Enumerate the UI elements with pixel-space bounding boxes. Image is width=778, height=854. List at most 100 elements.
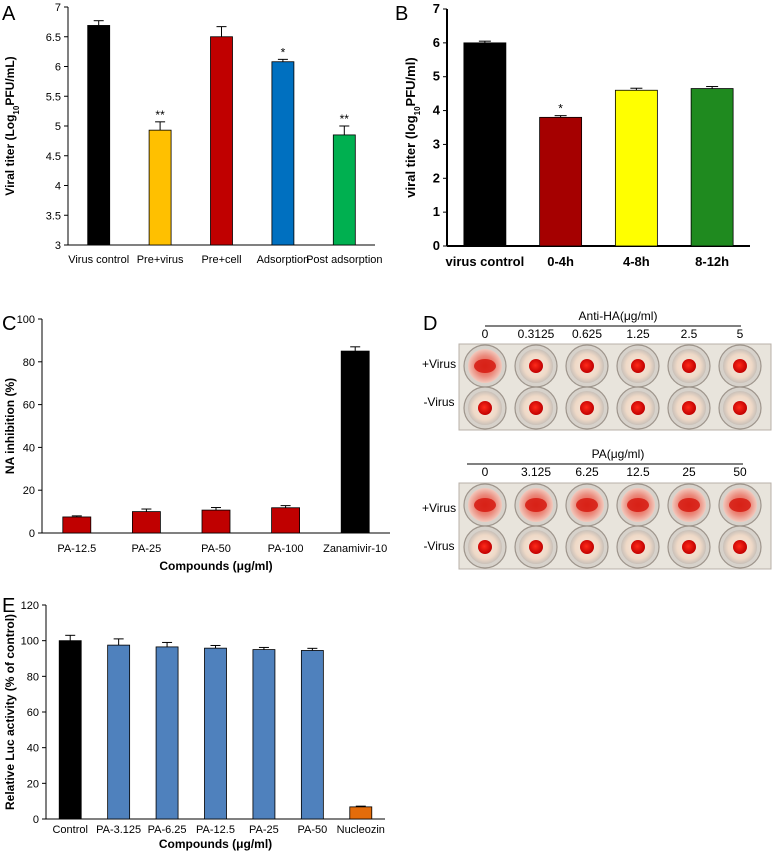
chart-a-x-tick-label: Adsorption — [257, 254, 310, 266]
chart-a-y-tick-label: 4.5 — [46, 151, 61, 163]
chart-e-y-tick-label: 120 — [21, 600, 39, 612]
chart-a-bar — [210, 36, 233, 246]
anti-ha-concentration-label: 0 — [482, 327, 489, 341]
chart-c-x-tick-label: PA-50 — [201, 543, 231, 555]
anti-ha-rbc-button — [580, 401, 594, 415]
chart-e-y-tick-label: 60 — [27, 707, 39, 719]
chart-a-y-tick-label: 7 — [55, 2, 61, 14]
anti-ha-plate — [458, 343, 772, 431]
chart-c-bar — [271, 507, 301, 534]
pa-rbc-button — [631, 540, 645, 554]
chart-c-na-inhibition: 0 20 40 60 80 100 NA inhibition (%) PA-12.5 PA-2… — [3, 314, 390, 573]
anti-ha-concentration-label: 2.5 — [681, 327, 698, 341]
pa-concentration-label: 0 — [482, 465, 489, 479]
chart-a-bar — [148, 129, 172, 246]
anti-ha-concentration-label: 0.625 — [572, 327, 602, 341]
chart-a-significance: * — [281, 45, 286, 59]
pa-concentration-label: 50 — [733, 465, 747, 479]
chart-e-y-tick-label: 100 — [21, 636, 39, 648]
pa-rbc-lattice — [627, 498, 649, 512]
pa-concentration-label: 25 — [682, 465, 696, 479]
anti-ha-rbc-button — [478, 401, 492, 415]
chart-e-y-tick-label: 40 — [27, 743, 39, 755]
chart-c-bar — [201, 509, 231, 534]
chart-c-y-tick-label: 40 — [23, 442, 35, 454]
anti-ha-row-plus-virus: +Virus — [422, 357, 456, 371]
chart-b-y-tick-label: 1 — [433, 204, 440, 219]
anti-ha-concentration-label: 0.3125 — [518, 327, 555, 341]
chart-e-x-tick-label: PA-25 — [249, 824, 279, 836]
anti-ha-rbc-button — [682, 359, 696, 373]
pa-plate — [458, 482, 772, 570]
pa-row-minus-virus: -Virus — [423, 539, 454, 553]
anti-ha-rbc-button — [529, 359, 543, 373]
chart-c-bar — [131, 511, 161, 534]
chart-b-bar — [463, 42, 507, 247]
chart-e-y-axis-label: Relative Luc activity (% of control) — [3, 614, 17, 810]
chart-c-bar — [62, 516, 92, 534]
chart-b-y-tick-label: 2 — [433, 170, 440, 185]
anti-ha-rbc-lattice — [474, 359, 496, 373]
chart-a-antiviral-stage: 3 3.5 4 4.5 5 5.5 6 6.5 7 Viral titer (Log10PFU/m… — [3, 2, 383, 266]
chart-c-y-tick-label: 80 — [23, 357, 35, 369]
pa-rbc-lattice — [474, 498, 496, 512]
chart-c-x-tick-label: PA-100 — [268, 543, 304, 555]
anti-ha-rbc-button — [529, 401, 543, 415]
chart-e-bar — [252, 649, 276, 820]
pa-rbc-button — [529, 540, 543, 554]
chart-a-x-tick-label: Post adsorption — [306, 254, 382, 266]
chart-b-x-tick-label: 4-8h — [623, 254, 650, 269]
pa-title: PA(μg/ml) — [592, 447, 645, 461]
chart-b-y-tick-label: 0 — [433, 238, 440, 253]
chart-b-y-tick-label: 5 — [433, 69, 440, 84]
chart-e-x-tick-label: Control — [52, 824, 87, 836]
chart-b-y-tick-label: 4 — [433, 103, 441, 118]
chart-a-y-tick-label: 4 — [55, 181, 61, 193]
chart-e-x-tick-label: PA-3.125 — [96, 824, 141, 836]
anti-ha-concentration-label: 1.25 — [626, 327, 650, 341]
chart-b-y-tick-label: 6 — [433, 35, 440, 50]
chart-e-x-tick-label: PA-12.5 — [196, 824, 235, 836]
pa-rbc-lattice — [576, 498, 598, 512]
pa-concentration-label: 12.5 — [626, 465, 650, 479]
chart-a-y-tick-label: 5 — [55, 121, 61, 133]
anti-ha-rbc-button — [733, 359, 747, 373]
chart-e-y-tick-label: 20 — [27, 778, 39, 790]
pa-row-plus-virus: +Virus — [422, 501, 456, 515]
pa-rbc-lattice — [678, 498, 700, 512]
chart-c-x-tick-label: Zanamivir-10 — [323, 543, 387, 555]
chart-e-bar — [300, 650, 324, 820]
chart-a-y-tick-label: 6 — [55, 62, 61, 74]
chart-a-y-tick-label: 5.5 — [46, 91, 61, 103]
chart-a-y-axis-label: Viral titer (Log10PFU/mL) — [3, 56, 21, 195]
chart-b-y-tick-label: 3 — [433, 136, 440, 151]
chart-e-bar — [349, 806, 373, 820]
chart-e-y-tick-label: 0 — [33, 814, 39, 826]
chart-a-x-tick-label: Pre+virus — [137, 254, 184, 266]
chart-a-significance: ** — [155, 108, 165, 122]
chart-b-bar — [614, 89, 658, 247]
chart-b-x-tick-label: virus control — [446, 254, 525, 269]
chart-a-x-tick-label: Virus control — [68, 254, 129, 266]
anti-ha-rbc-button — [631, 401, 645, 415]
anti-ha-rbc-button — [733, 401, 747, 415]
chart-c-x-tick-label: PA-12.5 — [57, 543, 96, 555]
chart-a-bar — [87, 25, 111, 246]
anti-ha-concentration-label: 5 — [737, 327, 744, 341]
pa-rbc-button — [733, 540, 747, 554]
chart-e-luc-activity: 0 20 40 60 80 100 120 Relative Luc activity (% … — [3, 600, 385, 851]
anti-ha-rbc-button — [682, 401, 696, 415]
chart-c-y-tick-label: 100 — [17, 314, 35, 326]
chart-e-bar — [155, 646, 179, 820]
anti-ha-title: Anti-HA(μg/ml) — [579, 309, 658, 323]
chart-b-y-tick-label: 7 — [433, 1, 440, 16]
chart-a-x-tick-label: Pre+cell — [201, 254, 241, 266]
chart-e-bar — [107, 644, 131, 820]
chart-b-time-of-addition: 0 1 2 3 4 5 6 7 viral titer (log10PFU/ml) virus c… — [403, 1, 750, 269]
chart-b-bar — [690, 88, 734, 247]
pa-rbc-button — [478, 540, 492, 554]
chart-e-x-tick-label: PA-50 — [297, 824, 327, 836]
chart-c-y-tick-label: 60 — [23, 400, 35, 412]
chart-e-x-tick-label: Nucleozin — [337, 824, 385, 836]
panel-d-hemagglutination: Anti-HA(μg/ml) 0 0.3125 0.625 1.25 2.5 5 +Vir… — [422, 309, 772, 570]
